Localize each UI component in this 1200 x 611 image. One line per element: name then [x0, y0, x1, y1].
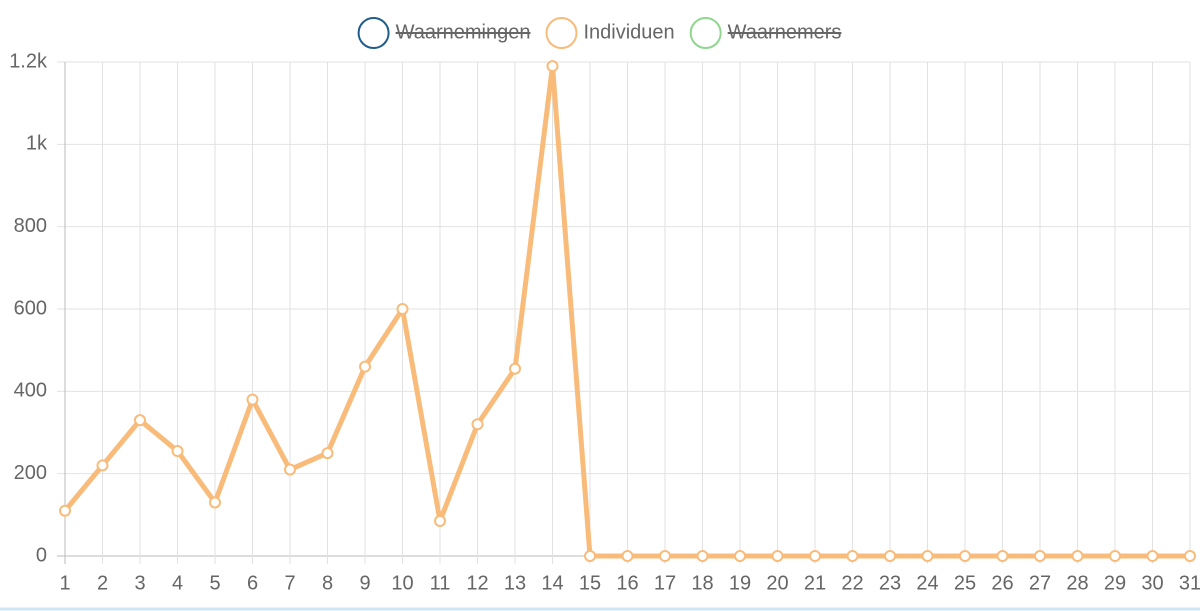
x-tick-label: 9	[359, 572, 370, 594]
x-tick-label: 4	[172, 572, 183, 594]
data-point	[809, 550, 821, 562]
data-point	[509, 362, 521, 375]
data-point	[434, 515, 446, 528]
y-tick-label: 0	[36, 544, 47, 566]
data-point	[846, 550, 859, 562]
x-tick-label: 5	[209, 572, 220, 594]
legend-item[interactable]: Waarnemers	[689, 17, 842, 49]
x-tick-label: 10	[391, 572, 413, 594]
y-tick-label: 400	[14, 380, 47, 402]
x-tick-label: 6	[247, 572, 258, 594]
y-tick-label: 1.2k	[9, 50, 48, 72]
data-point	[696, 550, 709, 562]
x-tick-label: 11	[430, 572, 451, 594]
x-tick-label: 13	[504, 572, 526, 594]
y-tick-label: 200	[14, 462, 47, 484]
data-point	[321, 447, 334, 460]
x-tick-label: 2	[97, 572, 108, 594]
x-tick-label: 30	[1141, 572, 1163, 594]
data-point	[884, 550, 896, 562]
data-point	[1034, 550, 1046, 562]
data-point	[621, 550, 634, 562]
data-point	[284, 463, 296, 476]
legend-label: Individuen	[583, 21, 674, 43]
x-tick-label: 8	[322, 572, 333, 594]
x-tick-label: 21	[804, 572, 826, 594]
data-point	[1071, 550, 1084, 562]
x-tick-label: 31	[1179, 572, 1200, 594]
x-tick-label: 14	[541, 572, 563, 594]
legend-item[interactable]: Waarnemingen	[357, 17, 531, 49]
legend-swatch	[545, 17, 578, 49]
x-tick-label: 18	[691, 572, 713, 594]
data-point	[771, 550, 784, 562]
data-point	[921, 550, 934, 562]
data-point	[134, 414, 146, 427]
x-tick-label: 19	[729, 572, 751, 594]
x-tick-label: 17	[654, 572, 676, 594]
data-point	[1184, 550, 1196, 562]
x-tick-label: 26	[991, 572, 1013, 594]
data-point	[584, 550, 596, 562]
data-point	[1109, 550, 1121, 562]
data-point	[1146, 550, 1159, 562]
data-point	[396, 303, 409, 315]
x-tick-label: 3	[134, 572, 145, 594]
y-tick-label: 600	[14, 297, 47, 319]
x-tick-label: 29	[1104, 572, 1126, 594]
data-point	[96, 459, 109, 472]
x-tick-label: 27	[1029, 572, 1051, 594]
legend-swatch	[357, 17, 390, 49]
x-tick-label: 24	[916, 572, 938, 594]
x-tick-label: 28	[1066, 572, 1088, 594]
x-tick-label: 1	[59, 572, 70, 594]
legend: Waarnemingen Individuen Waarnemers	[357, 17, 842, 49]
data-point	[59, 504, 71, 517]
x-tick-label: 22	[841, 572, 863, 594]
legend-item[interactable]: Individuen	[545, 17, 675, 49]
data-point	[959, 550, 971, 562]
x-tick-label: 7	[284, 572, 295, 594]
data-point	[471, 418, 484, 431]
data-point	[359, 360, 371, 373]
data-point	[734, 550, 746, 562]
data-point	[209, 496, 221, 509]
data-point	[996, 550, 1009, 562]
y-tick-label: 800	[14, 215, 47, 237]
y-tick-label: 1k	[26, 133, 48, 155]
data-point	[659, 550, 671, 562]
x-tick-label: 23	[879, 572, 901, 594]
x-tick-label: 16	[616, 572, 638, 594]
data-point	[246, 393, 259, 406]
legend-swatch	[689, 17, 722, 49]
data-point	[546, 60, 559, 73]
data-point	[171, 445, 184, 458]
x-tick-label: 12	[466, 572, 488, 594]
x-tick-label: 20	[766, 572, 788, 594]
x-tick-label: 25	[954, 572, 976, 594]
x-tick-label: 15	[579, 572, 601, 594]
